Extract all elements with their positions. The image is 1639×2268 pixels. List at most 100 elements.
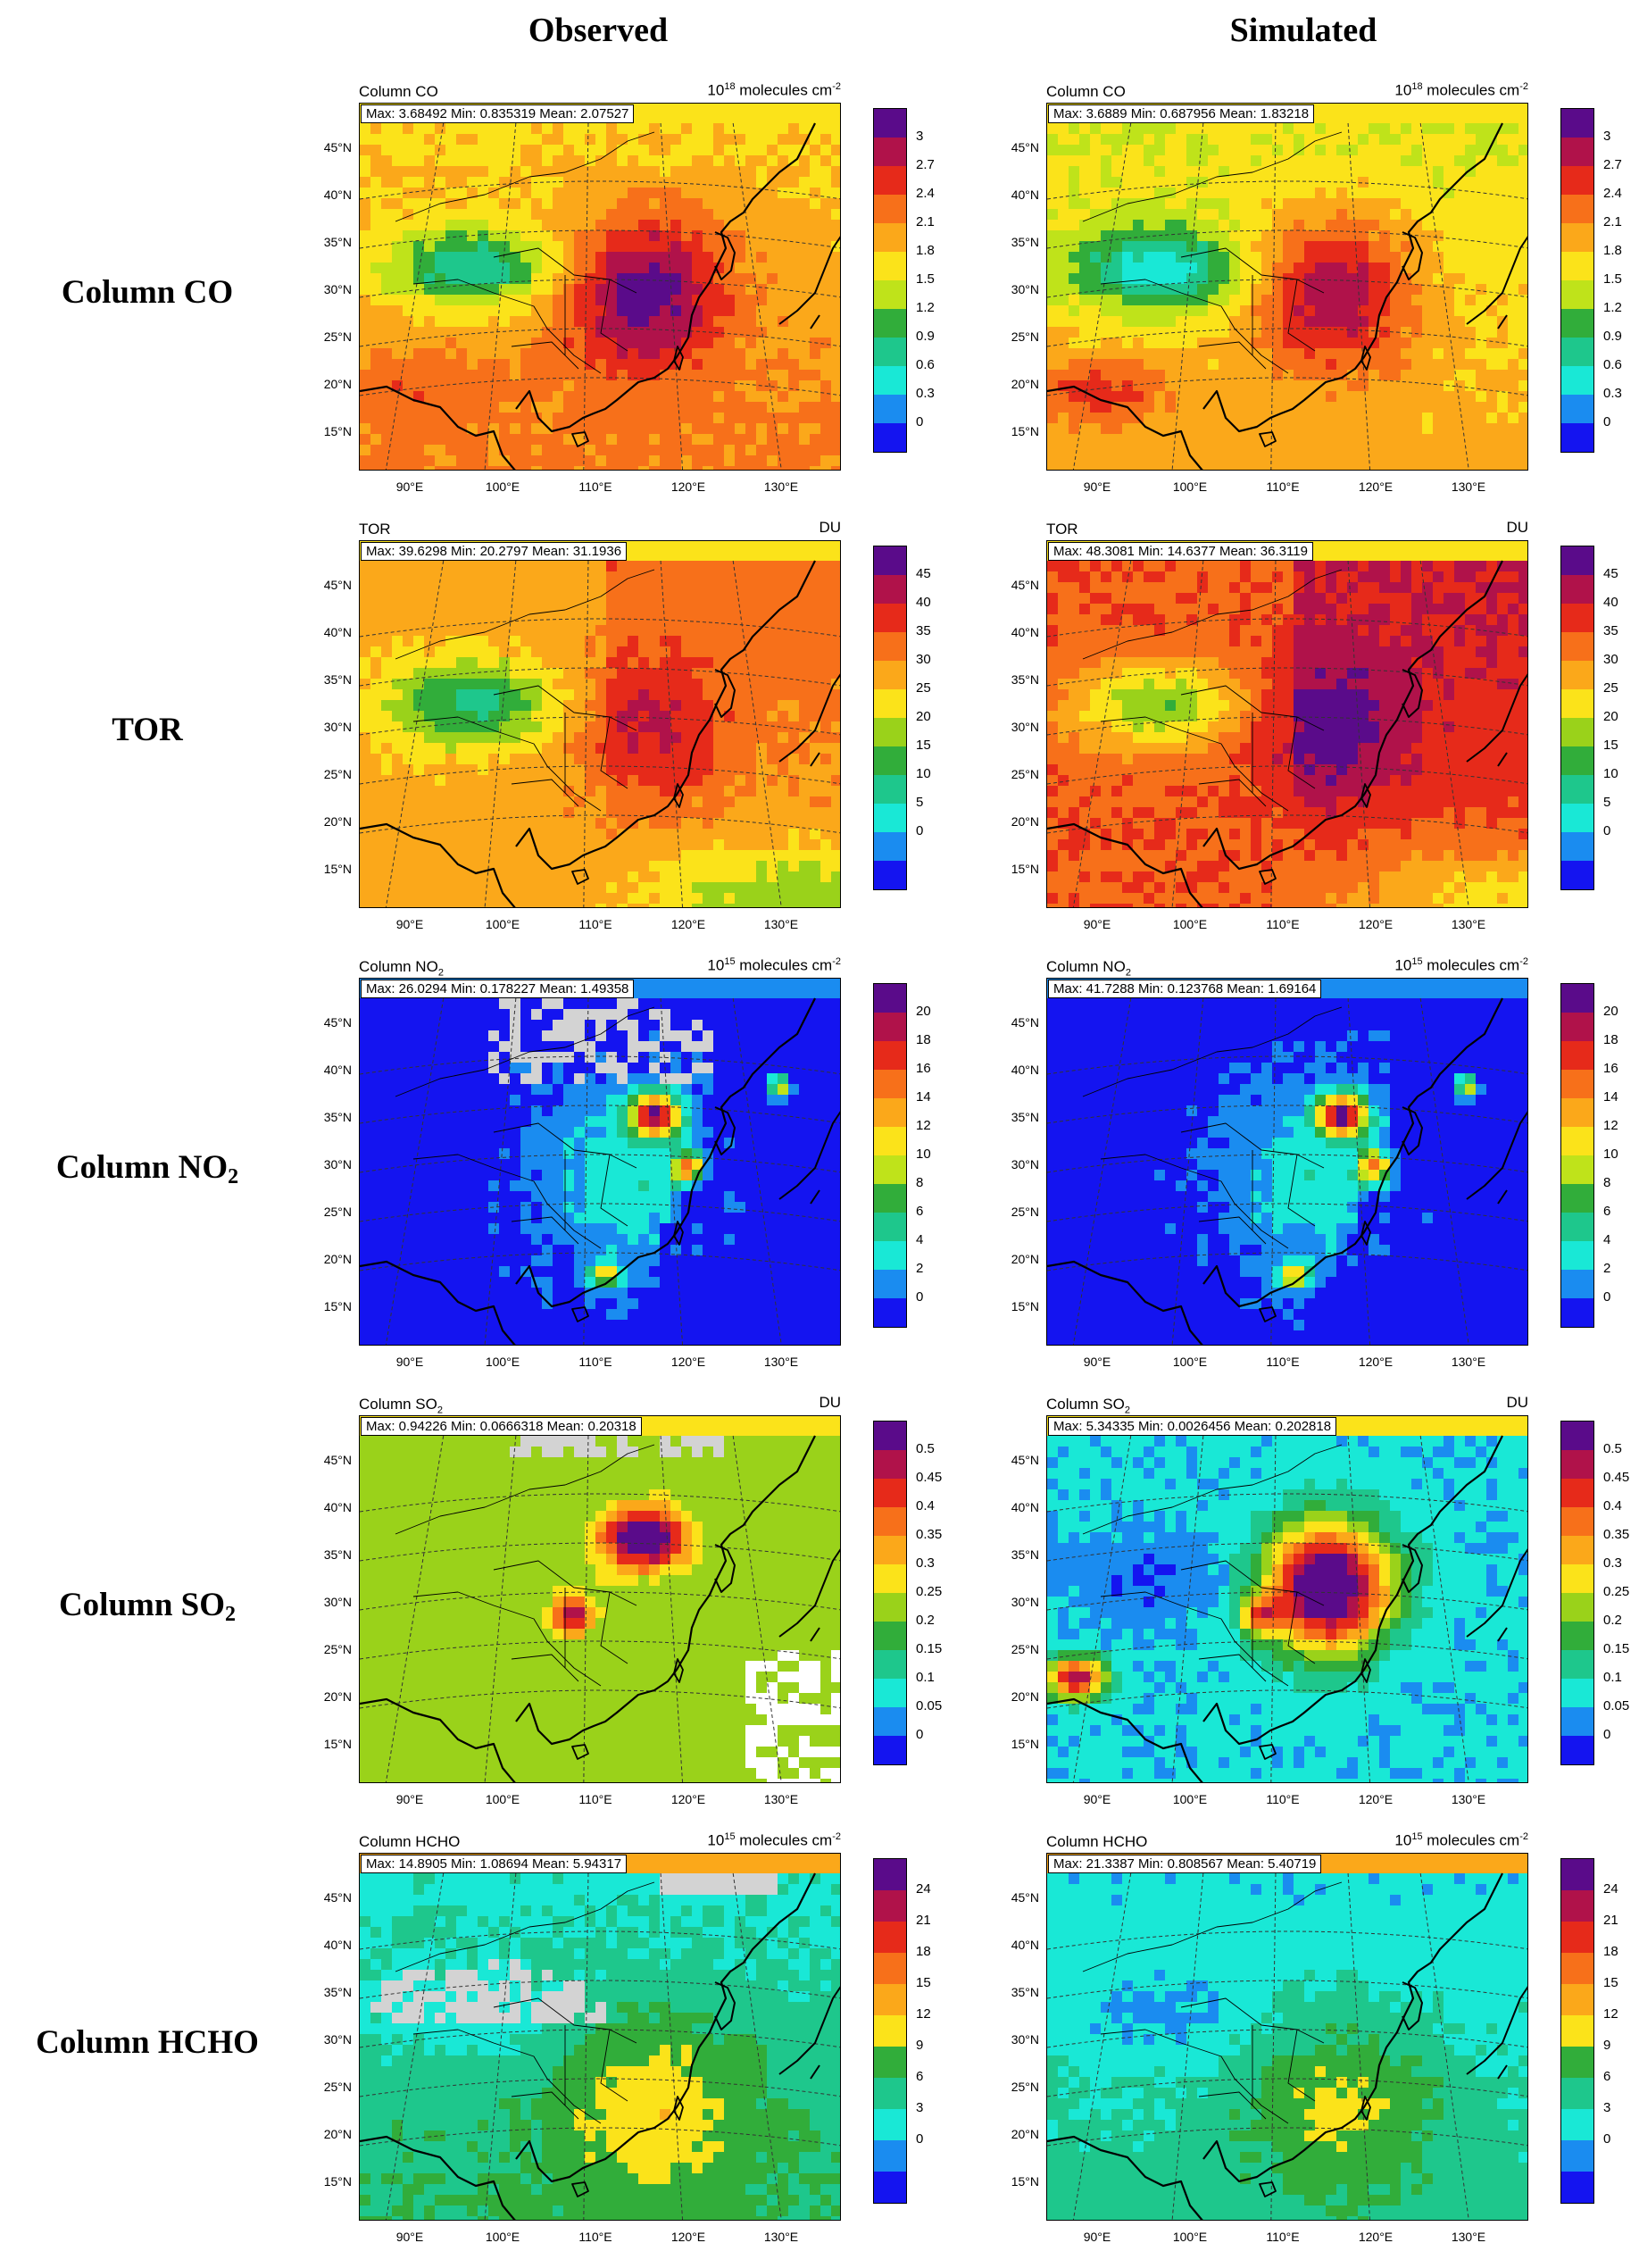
map-cell — [1219, 391, 1230, 403]
map-cell — [1283, 295, 1294, 306]
map-cell — [1069, 220, 1080, 231]
map-cell — [424, 904, 436, 907]
map-cell — [1176, 177, 1187, 188]
map-cell — [703, 743, 714, 755]
map-cell — [563, 636, 575, 647]
map-cell — [1186, 166, 1198, 178]
map-cell — [467, 166, 478, 178]
panel-unit: DU — [1260, 519, 1528, 537]
map-cell — [1508, 455, 1519, 467]
map-cell — [606, 571, 618, 583]
map-cell — [1133, 625, 1144, 637]
map-cell — [1358, 198, 1369, 210]
map-cell — [1133, 370, 1144, 381]
map-cell — [510, 700, 521, 712]
map-cell — [1379, 582, 1391, 594]
map-cell — [628, 786, 639, 797]
map-cell — [703, 829, 714, 840]
map-cell — [1294, 166, 1305, 178]
map-cell — [649, 604, 661, 615]
map-cell — [1497, 571, 1509, 583]
map-cell — [360, 327, 371, 338]
map-cell — [403, 904, 414, 907]
map-cell — [510, 455, 521, 467]
map-cell — [1358, 209, 1369, 221]
map-cell — [456, 188, 468, 199]
map-cell — [810, 636, 821, 647]
map-cell — [424, 209, 436, 221]
map-cell — [1465, 413, 1477, 424]
map-cell — [478, 636, 489, 647]
map-cell — [735, 295, 746, 306]
map-cell — [756, 636, 768, 647]
map-cell — [499, 188, 511, 199]
map-cell — [660, 316, 671, 328]
map-cell — [392, 198, 404, 210]
map-cell — [1229, 338, 1241, 349]
map-cell — [628, 829, 639, 840]
map-cell — [574, 871, 586, 883]
map-cell — [735, 764, 746, 776]
map-cell — [1111, 305, 1123, 317]
map-cell — [392, 839, 404, 851]
map-cell — [478, 871, 489, 883]
map-cell — [1186, 466, 1198, 470]
map-cell — [424, 166, 436, 178]
map-cell — [595, 721, 607, 733]
map-cell — [553, 604, 564, 615]
map-cell — [617, 423, 628, 435]
map-cell — [445, 338, 457, 349]
map-cell — [1197, 391, 1209, 403]
map-cell — [478, 882, 489, 894]
map-cell — [1358, 241, 1369, 253]
map-cell — [713, 679, 725, 690]
map-cell — [1294, 614, 1305, 626]
map-cell — [1058, 241, 1069, 253]
map-cell — [413, 445, 425, 456]
map-cell — [499, 338, 511, 349]
map-cell — [713, 316, 725, 328]
map-cell — [831, 177, 840, 188]
map-cell — [1454, 434, 1466, 446]
map-cell — [392, 679, 404, 690]
map-cell — [606, 732, 618, 744]
map-cell — [1111, 166, 1123, 178]
map-cell — [1176, 209, 1187, 221]
map-cell — [638, 893, 650, 905]
map-cell — [703, 327, 714, 338]
map-cell — [670, 829, 682, 840]
map-cell — [413, 679, 425, 690]
map-cell — [778, 348, 789, 360]
map-cell — [1283, 177, 1294, 188]
colorbar-segment — [874, 423, 906, 452]
map-cell — [563, 134, 575, 146]
map-cell — [1304, 188, 1316, 199]
map-cell — [1101, 338, 1112, 349]
map-cell — [820, 764, 832, 776]
map-cell — [1069, 209, 1080, 221]
map-cell — [1422, 380, 1434, 392]
map-cell — [1401, 455, 1412, 467]
map-cell — [1208, 134, 1219, 146]
map-cell — [499, 359, 511, 371]
map-cell — [563, 807, 575, 819]
map-cell — [1144, 380, 1155, 392]
map-cell — [692, 391, 703, 403]
map-cell — [799, 711, 811, 722]
map-cell — [724, 807, 736, 819]
map-cell — [1304, 263, 1316, 274]
map-cell — [531, 861, 543, 872]
map-cell — [1283, 241, 1294, 253]
map-cell — [1411, 134, 1423, 146]
map-cell — [660, 263, 671, 274]
map-cell — [1465, 241, 1477, 253]
map-cell — [606, 230, 618, 242]
map-cell — [488, 198, 500, 210]
map-cell — [456, 455, 468, 467]
map-cell — [820, 273, 832, 285]
map-cell — [413, 625, 425, 637]
map-cell — [478, 155, 489, 167]
map-cell — [1058, 327, 1069, 338]
map-cell — [553, 625, 564, 637]
map-cell — [360, 123, 371, 135]
